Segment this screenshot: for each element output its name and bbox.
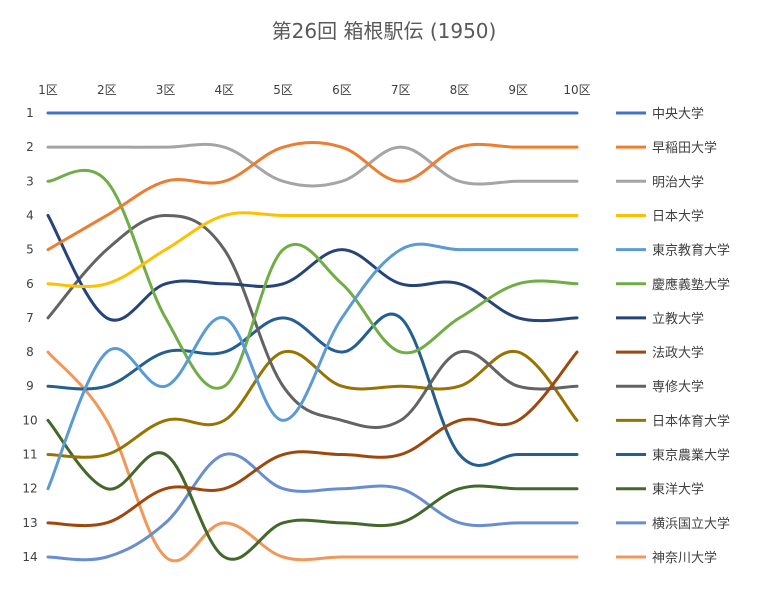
y-tick-label: 4 [26,208,34,222]
x-tick-label: 5区 [273,83,293,97]
series-line [46,418,579,561]
y-tick-label: 8 [26,345,34,359]
x-tick-label: 6区 [332,83,352,97]
series-lines [46,111,579,563]
x-tick-label: 10区 [563,83,590,97]
legend-label: 立教大学 [652,311,704,327]
legend-label: 明治大学 [652,174,704,190]
series-line [46,213,579,323]
legend-label: 早稲田大学 [652,140,717,156]
legend-label: 専修大学 [652,379,704,395]
y-tick-label: 7 [26,311,34,325]
series-line [46,142,579,188]
x-tick-label: 7区 [391,83,411,97]
y-tick-label: 2 [26,140,34,154]
series-line [46,213,579,429]
legend-label: 慶應義塾大学 [652,277,730,293]
series-line [46,312,579,467]
y-tick-label: 3 [26,174,34,188]
chart-title: 第26回 箱根駅伝 (1950) [272,19,497,43]
x-tick-label: 8区 [450,83,470,97]
series-line [46,350,579,563]
y-tick-label: 5 [26,243,34,257]
y-tick-label: 11 [22,448,37,462]
legend-label: 東洋大学 [652,482,704,498]
y-tick-label: 10 [22,413,37,427]
series-line [46,349,579,459]
y-tick-label: 6 [26,277,34,291]
legend-label: 神奈川大学 [652,550,717,566]
series-line [46,242,579,491]
y-tick-label: 14 [22,550,37,564]
legend-label: 東京農業大学 [652,448,730,464]
x-tick-label: 3区 [156,83,176,97]
x-tick-label: 4区 [215,83,235,97]
x-tick-label: 2区 [97,83,117,97]
legend-label: 法政大学 [652,345,704,361]
y-tick-label: 13 [22,516,37,530]
series-line [46,211,579,288]
x-tick-label: 9区 [508,83,528,97]
legend-label: 横浜国立大学 [652,516,730,532]
legend-label: 東京教育大学 [652,243,730,259]
y-tick-label: 12 [22,482,37,496]
x-tick-labels: 1区 2区 3区 4区 5区 6区 7区 8区 9区 10区 [38,83,590,97]
series-line [46,141,579,252]
series-line [46,350,579,528]
legend-label: 中央大学 [652,106,704,122]
y-tick-label: 1 [26,106,34,120]
y-tick-label: 9 [26,379,34,393]
series-line [46,168,579,390]
series-line [46,452,579,562]
x-tick-label: 1区 [38,83,58,97]
legend: 中央大学早稲田大学明治大学日本大学東京教育大学慶應義塾大学立教大学法政大学専修大… [616,106,730,566]
legend-label: 日本大学 [652,208,704,224]
legend-label: 日本体育大学 [652,413,730,429]
